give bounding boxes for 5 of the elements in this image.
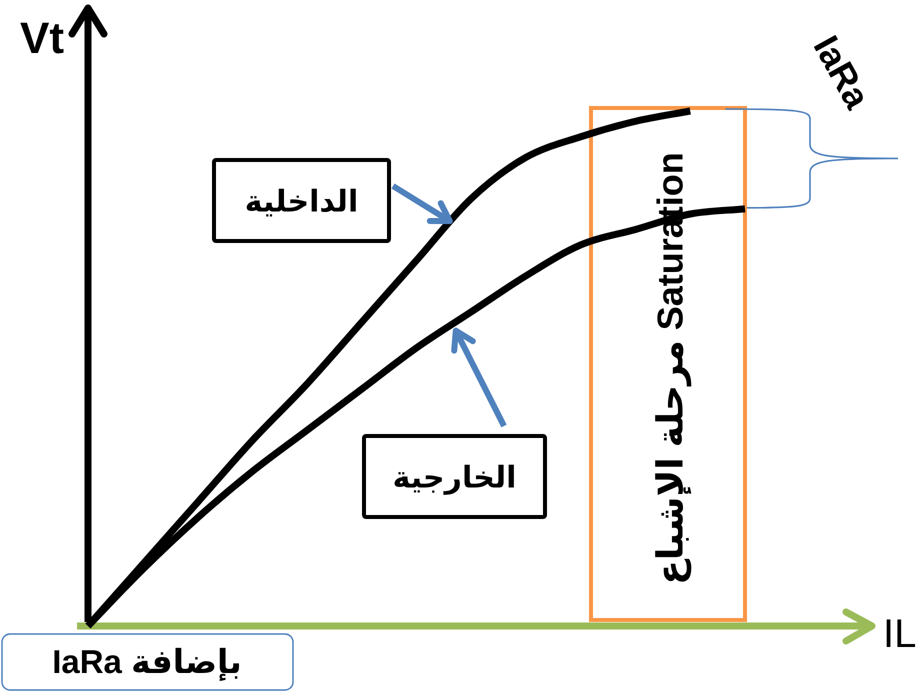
y-axis-title: Vt [20,14,64,63]
annotation: بإضافة IaRa [52,643,242,680]
annotation: IaRa [806,28,878,116]
annotation: مرحلة الإشباع Saturation [650,152,690,585]
x-axis-title: IL [883,612,916,656]
